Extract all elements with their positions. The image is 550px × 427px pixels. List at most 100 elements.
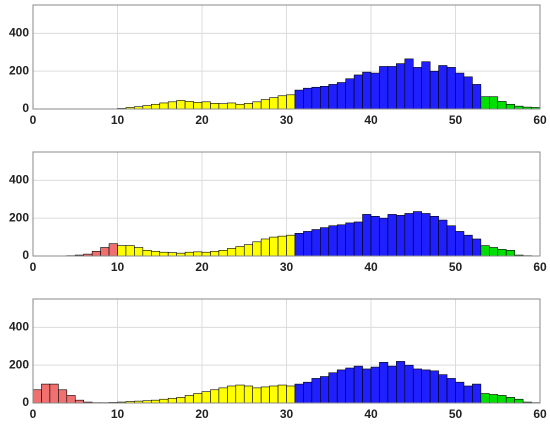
- x-tick-label: 20: [195, 113, 209, 127]
- bar: [151, 250, 161, 257]
- x-tick-label: 0: [30, 260, 37, 274]
- bar: [488, 96, 499, 110]
- x-tick-label: 20: [195, 260, 209, 274]
- bar: [201, 251, 211, 257]
- bar: [235, 246, 245, 257]
- bar: [345, 222, 355, 257]
- bar: [472, 383, 482, 404]
- bar: [269, 97, 279, 110]
- bar: [218, 250, 228, 257]
- bar: [404, 364, 414, 404]
- bar: [159, 251, 169, 257]
- axes-box: [32, 151, 541, 257]
- bar: [387, 66, 397, 110]
- bar: [294, 233, 304, 257]
- bar: [311, 86, 321, 110]
- bar: [353, 365, 363, 404]
- x-tick-label: 10: [111, 407, 125, 421]
- bar: [396, 215, 406, 257]
- bar: [319, 227, 330, 257]
- bar: [260, 238, 270, 257]
- axes-box: [32, 4, 541, 110]
- bar: [497, 395, 507, 404]
- bar: [210, 250, 220, 257]
- bar: [345, 367, 355, 404]
- bar: [184, 395, 194, 404]
- bar: [159, 398, 169, 404]
- x-tick-label: 50: [449, 407, 463, 421]
- bar: [311, 229, 321, 257]
- y-tick-label: 0: [22, 248, 29, 262]
- bar: [252, 387, 262, 404]
- bar: [277, 235, 287, 257]
- bar: [438, 219, 448, 257]
- bar: [311, 378, 321, 404]
- bar: [142, 105, 152, 110]
- bar: [336, 82, 346, 110]
- bar: [227, 385, 237, 404]
- bar: [396, 361, 406, 404]
- bar: [269, 236, 279, 257]
- bar: [303, 231, 313, 257]
- bar: [396, 63, 406, 110]
- bar: [269, 385, 279, 404]
- bar: [379, 66, 389, 110]
- bar: [218, 387, 228, 404]
- bar: [201, 391, 211, 404]
- bar: [184, 251, 194, 257]
- bar: [319, 86, 330, 110]
- bar: [404, 58, 414, 110]
- bar: [243, 385, 253, 404]
- bar: [303, 381, 313, 404]
- x-tick-label: 0: [30, 113, 37, 127]
- bar: [286, 385, 296, 404]
- x-tick-label: 60: [533, 407, 547, 421]
- y-tick-label: 400: [9, 320, 29, 334]
- bar: [260, 386, 270, 404]
- bar: [429, 70, 439, 110]
- bar: [286, 234, 296, 257]
- bar: [277, 384, 287, 404]
- bar: [286, 94, 296, 110]
- bar: [387, 365, 397, 404]
- bar: [210, 103, 220, 110]
- bar: [294, 383, 304, 404]
- bar: [370, 72, 380, 110]
- bar: [49, 383, 59, 404]
- x-tick-label: 40: [364, 113, 378, 127]
- bar: [227, 102, 237, 110]
- bar: [480, 393, 490, 404]
- bar: [227, 248, 237, 257]
- bar: [446, 378, 456, 404]
- bar: [505, 397, 515, 404]
- bar: [412, 211, 422, 257]
- bar: [412, 368, 422, 404]
- bar: [336, 369, 346, 404]
- bar: [446, 67, 456, 110]
- bar: [429, 215, 439, 257]
- bar: [353, 221, 363, 257]
- y-tick-label: 200: [9, 210, 29, 224]
- bar: [446, 225, 456, 257]
- x-tick-label: 50: [449, 113, 463, 127]
- x-tick-label: 50: [449, 260, 463, 274]
- bar: [497, 249, 507, 257]
- bar: [277, 95, 287, 110]
- x-tick-label: 10: [111, 113, 125, 127]
- bar: [429, 370, 439, 404]
- bar: [480, 96, 490, 110]
- bar: [151, 103, 161, 110]
- bar: [353, 74, 363, 110]
- bar: [488, 394, 499, 404]
- bar: [455, 231, 465, 257]
- bar: [362, 368, 372, 404]
- bar: [41, 383, 51, 404]
- bar: [488, 247, 499, 257]
- x-tick-label: 60: [533, 113, 547, 127]
- x-tick-label: 0: [30, 407, 37, 421]
- bar: [193, 102, 203, 110]
- bar: [91, 250, 101, 257]
- bar: [472, 238, 482, 257]
- y-tick-label: 0: [22, 101, 29, 115]
